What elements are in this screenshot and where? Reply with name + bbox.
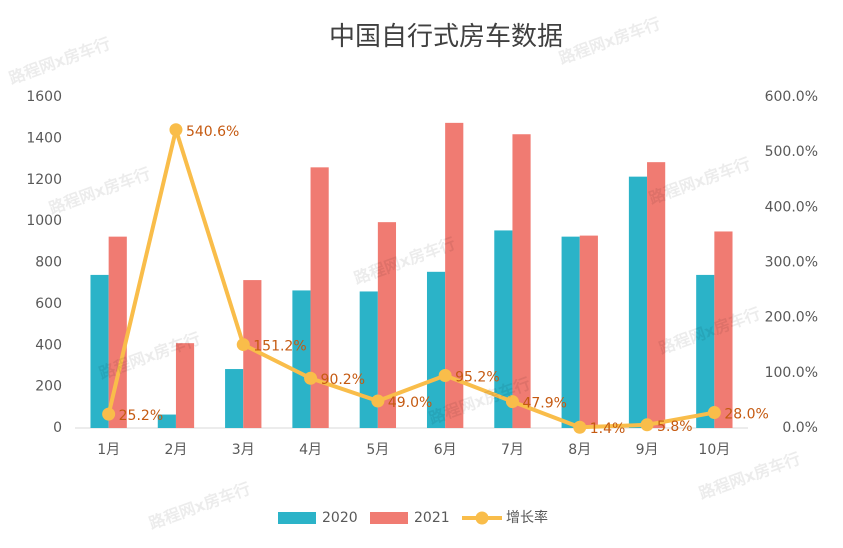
- y-tick-label: 800: [35, 255, 62, 271]
- data-label: 151.2%: [253, 339, 306, 355]
- bar: [696, 274, 715, 428]
- x-tick-label: 10月: [698, 442, 730, 458]
- line-point: [371, 394, 385, 408]
- legend-marker: [475, 511, 489, 525]
- y2-tick-label: 500.0%: [765, 144, 818, 160]
- bar: [628, 176, 648, 428]
- line-point: [640, 418, 654, 432]
- x-tick-label: 1月: [97, 442, 120, 458]
- line: [106, 127, 715, 430]
- y-tick-label: 0: [53, 420, 62, 436]
- bar: [292, 290, 311, 428]
- bar: [512, 134, 531, 429]
- y-tick-label: 400: [35, 337, 62, 353]
- bar: [243, 280, 262, 428]
- data-label: 1.4%: [590, 421, 626, 437]
- bar: [647, 162, 666, 428]
- bar: [714, 231, 733, 428]
- bar: [175, 343, 195, 428]
- data-label: 540.6%: [186, 124, 239, 140]
- line-point: [505, 395, 519, 409]
- x-tick-label: 6月: [434, 442, 457, 458]
- data-label: 47.9%: [522, 396, 566, 412]
- y-tick-label: 1000: [26, 213, 62, 229]
- y2-tick-label: 600.0%: [765, 89, 818, 105]
- watermark: 路程网x房车行: [6, 34, 112, 88]
- x-tick-label: 8月: [568, 442, 591, 458]
- watermark: 路程网x房车行: [46, 164, 152, 218]
- legend-swatch: [278, 512, 316, 524]
- y2-tick-label: 200.0%: [765, 310, 818, 326]
- x-tick-label: 7月: [501, 442, 524, 458]
- data-label: 49.0%: [388, 395, 432, 411]
- bar: [377, 222, 397, 428]
- data-label: 5.8%: [657, 419, 693, 435]
- chart-title: 中国自行式房车数据: [329, 22, 563, 52]
- line-point: [304, 371, 318, 385]
- y-tick-label: 1400: [26, 130, 62, 146]
- legend-label: 2021: [414, 510, 450, 526]
- y-tick-label: 200: [35, 379, 62, 395]
- line-point: [573, 420, 587, 434]
- data-label: 25.2%: [119, 408, 163, 424]
- y2-tick-label: 0.0%: [782, 420, 818, 436]
- y2-tick-label: 300.0%: [765, 255, 818, 271]
- bar: [445, 122, 464, 428]
- x-tick-label: 5月: [366, 442, 389, 458]
- x-tick-label: 4月: [299, 442, 322, 458]
- bar: [108, 236, 127, 428]
- y2-tick-label: 400.0%: [765, 199, 818, 215]
- bar: [579, 235, 598, 428]
- bar: [157, 414, 176, 428]
- line-point: [707, 406, 721, 420]
- x-tick-label: 9月: [636, 442, 659, 458]
- legend-swatch: [370, 512, 408, 524]
- line-point: [102, 407, 116, 421]
- data-label: 28.0%: [724, 407, 768, 423]
- y2-tick-label: 100.0%: [765, 365, 818, 381]
- y-tick-label: 600: [35, 296, 62, 312]
- line-point: [236, 338, 250, 352]
- bar: [426, 271, 446, 428]
- watermark: 路程网x房车行: [556, 14, 662, 68]
- data-label: 90.2%: [321, 372, 365, 388]
- x-tick-label: 2月: [164, 442, 187, 458]
- line-point: [438, 368, 452, 382]
- legend-label: 2020: [322, 510, 358, 526]
- x-tick-label: 3月: [232, 442, 255, 458]
- bar: [225, 369, 244, 428]
- bar: [359, 291, 378, 428]
- y-tick-label: 1200: [26, 172, 62, 188]
- bar: [494, 230, 513, 428]
- line-point: [169, 123, 183, 137]
- data-label: 95.2%: [455, 369, 499, 385]
- bar: [310, 167, 329, 428]
- watermark: 路程网x房车行: [146, 479, 252, 533]
- y-tick-label: 1600: [26, 89, 62, 105]
- legend-label: 增长率: [506, 509, 548, 526]
- bar: [561, 236, 580, 428]
- bar: [90, 274, 109, 428]
